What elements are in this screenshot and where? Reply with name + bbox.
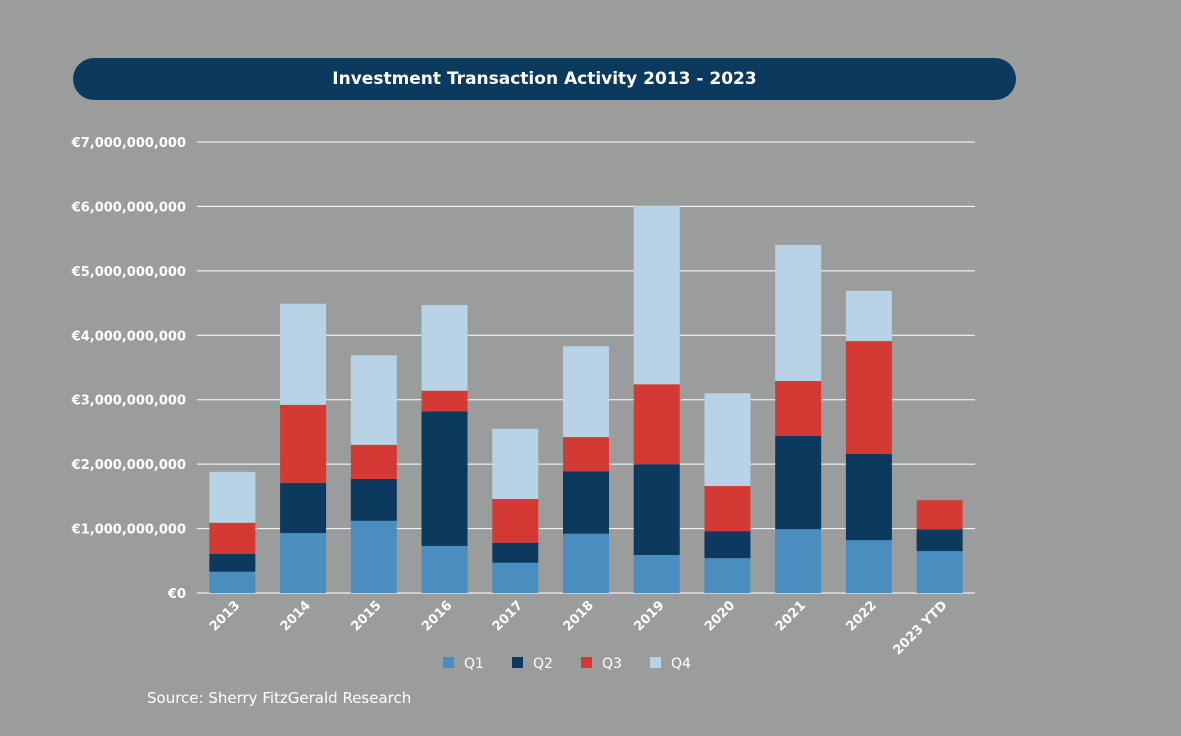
bar-q4 <box>563 346 609 438</box>
bar-q3 <box>916 500 963 530</box>
x-tick-label: 2023 YTD <box>891 598 951 658</box>
bar-q4 <box>350 355 397 445</box>
bar-q3 <box>350 444 397 479</box>
x-tick-label: 2015 <box>348 598 384 634</box>
bar-q1 <box>350 520 397 593</box>
bar-q4 <box>492 428 539 499</box>
legend-label: Q4 <box>671 656 691 672</box>
x-tick-label: 2013 <box>207 598 243 634</box>
x-tick-label: 2017 <box>490 598 526 634</box>
bar-q4 <box>421 305 468 391</box>
bar-q4 <box>704 393 751 487</box>
legend-label: Q3 <box>602 656 622 672</box>
chart-title: Investment Transaction Activity 2013 - 2… <box>73 58 1016 100</box>
bar-q1 <box>845 540 892 593</box>
bar-q3 <box>492 498 539 543</box>
bar-q2 <box>916 529 963 552</box>
bar-q3 <box>704 486 751 532</box>
x-tick-label: 2022 <box>844 598 880 634</box>
legend-swatch <box>512 657 523 668</box>
bar-q1 <box>633 554 680 593</box>
legend-swatch <box>443 657 454 668</box>
bar-q1 <box>916 551 963 593</box>
bar-q2 <box>704 531 751 559</box>
bar-q1 <box>421 545 468 593</box>
bar-q3 <box>633 384 680 465</box>
x-tick-label: 2021 <box>773 598 809 634</box>
y-tick-label: €3,000,000,000 <box>71 394 186 409</box>
bar-q3 <box>421 390 468 412</box>
bar-q3 <box>209 522 256 554</box>
legend-swatch <box>650 657 661 668</box>
bar-q2 <box>775 435 822 530</box>
legend-label: Q2 <box>533 656 553 672</box>
x-tick-label: 2020 <box>702 598 738 634</box>
bar-q4 <box>280 303 327 405</box>
y-tick-label: €1,000,000,000 <box>71 523 186 538</box>
x-tick-label: 2016 <box>419 598 455 634</box>
bar-q4 <box>633 205 680 385</box>
y-tick-label: €5,000,000,000 <box>71 265 186 280</box>
x-tick-label: 2018 <box>561 598 597 634</box>
bar-q1 <box>209 571 256 593</box>
bar-q3 <box>280 404 327 483</box>
y-tick-label: €2,000,000,000 <box>71 458 186 473</box>
bar-q2 <box>421 411 468 546</box>
x-tick-label: 2014 <box>278 598 314 634</box>
bar-q2 <box>633 464 680 555</box>
legend-label: Q1 <box>464 656 484 672</box>
bar-q1 <box>563 533 609 593</box>
bar-q4 <box>775 245 822 382</box>
legend-swatch <box>581 657 592 668</box>
bar-q3 <box>775 381 822 436</box>
bar-q2 <box>350 478 397 521</box>
bar-q2 <box>280 482 327 534</box>
source-note: Source: Sherry FitzGerald Research <box>147 689 412 707</box>
bar-q3 <box>845 341 892 454</box>
bar-q1 <box>280 533 327 593</box>
bar-q1 <box>775 529 822 593</box>
y-tick-label: €0 <box>167 587 186 602</box>
bar-q2 <box>563 471 609 534</box>
bar-q2 <box>845 453 892 541</box>
bar-q1 <box>492 562 539 593</box>
bar-q2 <box>492 542 539 563</box>
bar-q4 <box>845 290 892 342</box>
x-tick-label: 2019 <box>631 598 667 634</box>
bar-q1 <box>704 558 751 593</box>
bar-q4 <box>209 471 256 523</box>
y-tick-label: €6,000,000,000 <box>71 200 186 215</box>
y-tick-label: €4,000,000,000 <box>71 329 186 344</box>
bar-q3 <box>563 437 609 472</box>
y-tick-label: €7,000,000,000 <box>71 136 186 151</box>
bar-q2 <box>209 553 256 572</box>
